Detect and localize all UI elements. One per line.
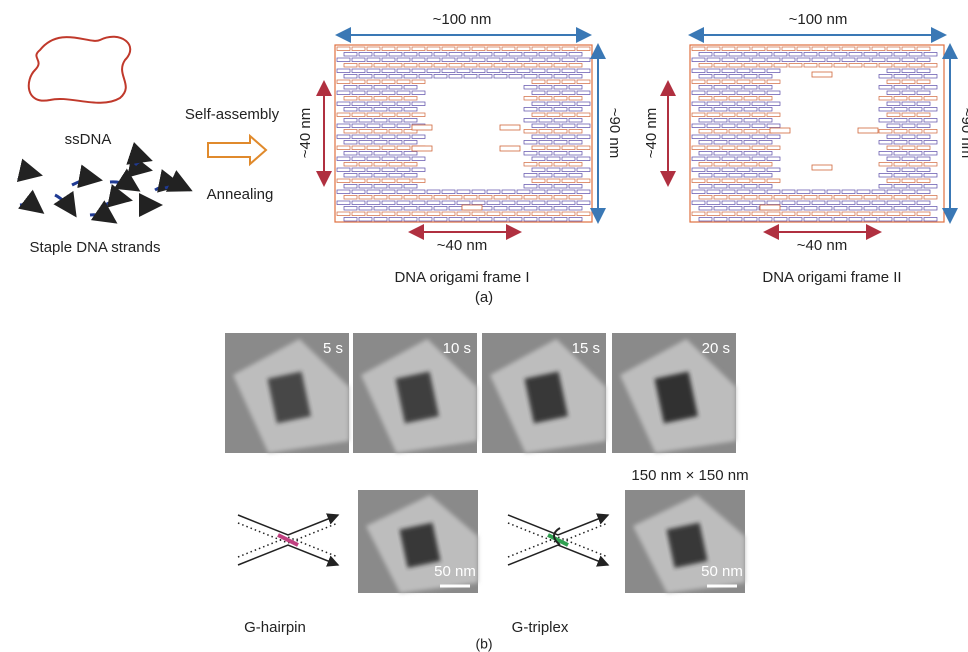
cavity-height-label: ~40 nm	[643, 108, 660, 158]
time-label: 20 s	[702, 340, 730, 357]
ssdna-loop	[29, 37, 130, 103]
figure: ssDNA Staple DNA strands Self-assembly A…	[0, 0, 968, 652]
panel-label: (a)	[475, 289, 493, 306]
process-bottom: Annealing	[207, 186, 274, 203]
width-label: ~100 nm	[433, 11, 492, 28]
process-top: Self-assembly	[185, 106, 280, 123]
cavity-strand	[770, 128, 790, 133]
time-label: 10 s	[443, 340, 471, 357]
cavity-width-label: ~40 nm	[797, 237, 847, 254]
cavity-strand	[500, 125, 520, 130]
cavity-strand	[412, 146, 432, 151]
staple	[18, 174, 40, 180]
frame-title: DNA origami frame I	[394, 269, 529, 286]
time-label: 5 s	[323, 340, 343, 357]
staple-strands	[18, 159, 190, 222]
width-label: ~100 nm	[789, 11, 848, 28]
frame-outline	[335, 45, 592, 222]
afm-sequence: 5 s 10 s 15 s 20 s	[225, 333, 736, 453]
image-size: 150 nm × 150 nm	[631, 467, 748, 484]
schematics: 50 nm 50 nm	[238, 490, 745, 593]
staple	[135, 159, 150, 165]
helix	[508, 545, 608, 565]
origami-frame	[335, 45, 592, 222]
staple	[72, 179, 100, 185]
staple	[110, 182, 138, 190]
helix	[238, 515, 338, 535]
height-label: ~90 nm	[958, 108, 968, 158]
cavity-strand	[812, 72, 832, 77]
time-label: 15 s	[572, 340, 600, 357]
ssdna-label: ssDNA	[65, 131, 112, 148]
staple	[20, 205, 42, 212]
cavity-width-label: ~40 nm	[437, 237, 487, 254]
frame-title: DNA origami frame II	[762, 269, 901, 286]
cavity-strand	[462, 205, 482, 210]
structure-name: G-triplex	[512, 619, 569, 636]
cavity-height-label: ~40 nm	[297, 108, 314, 158]
cavity-strand	[500, 146, 520, 151]
origami-frame	[690, 45, 944, 222]
structure-name: G-hairpin	[244, 619, 306, 636]
height-label: ~90 nm	[606, 108, 623, 158]
scale-label: 50 nm	[434, 563, 476, 580]
helix	[238, 545, 338, 565]
page: ssDNA Staple DNA strands Self-assembly A…	[0, 0, 968, 652]
staple	[90, 215, 115, 222]
staple	[125, 169, 150, 175]
staple	[55, 195, 75, 215]
process-arrow	[208, 136, 266, 164]
cavity-strand	[858, 128, 878, 133]
panel-label: (b)	[475, 636, 492, 652]
staple	[165, 186, 190, 190]
staple	[105, 199, 130, 205]
cavity-strand	[760, 205, 780, 210]
helix	[508, 515, 608, 535]
cavity-strand	[812, 165, 832, 170]
cavity-strand	[412, 125, 432, 130]
staples-label: Staple DNA strands	[30, 239, 161, 256]
staple	[140, 205, 160, 215]
scale-label: 50 nm	[701, 563, 743, 580]
